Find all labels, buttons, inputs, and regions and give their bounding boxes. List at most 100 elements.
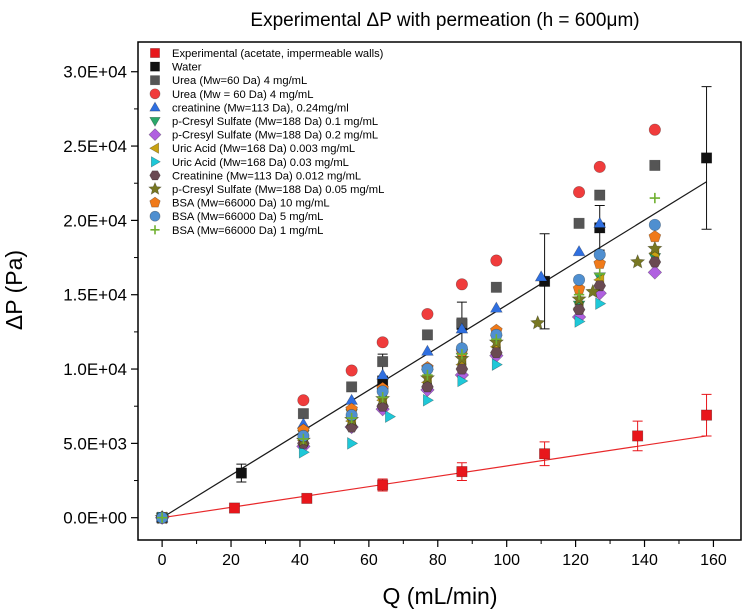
legend-entry: BSA (Mw=66000 Da) 5 mg/mL bbox=[149, 210, 323, 223]
legend-entry: BSA (Mw=66000 Da) 10 mg/mL bbox=[149, 196, 330, 210]
legend-marker bbox=[148, 128, 162, 142]
data-point bbox=[235, 467, 247, 479]
data-point bbox=[649, 159, 661, 171]
data-point bbox=[530, 314, 546, 330]
series bbox=[156, 192, 661, 523]
axes: 0 20 40 60 80 100 120 140 160 0.0E+00 5.0E+03 1.0E+… bbox=[63, 63, 727, 569]
y-axis-title: ΔP (Pa) bbox=[1, 250, 27, 330]
chart-title: Experimental ΔP with permeation (h = 600… bbox=[250, 10, 639, 31]
x-tick-label: 120 bbox=[562, 552, 589, 569]
data-point bbox=[573, 217, 585, 229]
x-tick-label: 160 bbox=[700, 552, 727, 569]
legend-marker bbox=[149, 196, 161, 208]
data-point bbox=[228, 502, 240, 514]
data-point bbox=[491, 334, 502, 345]
legend-label: BSA (Mw=66000 Da) 1 mg/mL bbox=[172, 225, 323, 237]
data-point bbox=[647, 240, 663, 256]
legend-entry: Experimental (acetate, impermeable walls… bbox=[150, 48, 384, 60]
data-point bbox=[345, 421, 358, 433]
plot-area bbox=[154, 86, 713, 525]
data-point bbox=[593, 280, 607, 292]
legend-entry: Urea (Mw = 60 Da) 4 mg/mL bbox=[149, 88, 313, 101]
legend-label: Water bbox=[172, 62, 202, 74]
data-point bbox=[594, 268, 605, 280]
data-point bbox=[345, 364, 358, 377]
legend-entry: Water bbox=[150, 61, 202, 74]
data-point bbox=[539, 448, 551, 460]
y-tick-label: 0.0E+00 bbox=[63, 509, 127, 528]
data-point bbox=[490, 254, 503, 267]
legend-marker bbox=[149, 170, 161, 181]
data-point bbox=[377, 479, 389, 491]
data-point bbox=[594, 189, 606, 201]
legend-label: BSA (Mw=66000 Da) 10 mg/mL bbox=[172, 198, 330, 210]
data-point bbox=[572, 245, 586, 257]
legend-label: Uric Acid (Mw=168 Da) 0.03 mg/mL bbox=[172, 157, 349, 169]
data-point bbox=[456, 466, 468, 478]
y-tick-label: 5.0E+03 bbox=[63, 434, 127, 453]
data-point bbox=[347, 437, 359, 450]
series bbox=[155, 216, 607, 523]
legend-marker bbox=[150, 48, 160, 58]
data-point bbox=[298, 433, 309, 445]
series bbox=[155, 230, 662, 524]
legend-label: p-Cresyl Sulfate (Mw=188 Da) 0.2 mg/mL bbox=[172, 130, 378, 142]
data-point bbox=[593, 256, 607, 269]
legend-marker bbox=[150, 61, 160, 72]
legend-marker bbox=[149, 88, 161, 100]
data-point bbox=[297, 394, 310, 407]
data-point bbox=[539, 275, 551, 287]
data-point bbox=[491, 358, 503, 371]
legend-marker bbox=[148, 181, 162, 195]
legend-label: Uric Acid (Mw=168 Da) 0.003 mg/mL bbox=[172, 143, 355, 155]
data-point bbox=[574, 315, 586, 328]
data-point bbox=[455, 363, 469, 375]
y-tick-label: 1.0E+04 bbox=[63, 360, 127, 379]
legend-entry: Uric Acid (Mw=168 Da) 0.003 mg/mL bbox=[149, 142, 355, 155]
legend-label: Urea (Mw=60 Da) 4 mg/mL bbox=[172, 75, 307, 87]
data-point bbox=[422, 393, 435, 407]
legend-marker bbox=[149, 142, 159, 154]
legend-entry: p-Cresyl Sulfate (Mw=188 Da) 0.05 mg/mL bbox=[148, 181, 384, 196]
x-tick-label: 20 bbox=[222, 552, 240, 569]
legend-marker bbox=[151, 156, 161, 168]
legend-label: Creatinine (Mw=113 Da) 0.012 mg/mL bbox=[172, 170, 361, 182]
data-point bbox=[385, 410, 397, 423]
data-point bbox=[649, 192, 661, 204]
legend-entry: p-Cresyl Sulfate (Mw=188 Da) 0.1 mg/mL bbox=[149, 116, 378, 128]
data-point bbox=[573, 186, 586, 199]
data-point bbox=[297, 408, 309, 420]
data-point bbox=[701, 409, 713, 421]
legend-entry: Uric Acid (Mw=168 Da) 0.03 mg/mL bbox=[151, 156, 349, 169]
y-tick-label: 2.0E+04 bbox=[63, 211, 127, 230]
y-tick-label: 3.0E+04 bbox=[63, 63, 127, 82]
series bbox=[157, 297, 607, 525]
data-point bbox=[632, 430, 644, 442]
data-point bbox=[301, 492, 313, 504]
data-point bbox=[573, 289, 585, 300]
data-point bbox=[377, 392, 388, 403]
x-tick-label: 60 bbox=[360, 552, 378, 569]
data-point bbox=[376, 368, 390, 380]
legend-entry: creatinine (Mw=113 Da), 0.24mg/ml bbox=[149, 101, 349, 114]
fit-line bbox=[161, 181, 707, 519]
data-point bbox=[629, 253, 646, 269]
data-point bbox=[572, 304, 586, 316]
legend-marker bbox=[149, 117, 161, 127]
data-point bbox=[421, 344, 434, 356]
legend-entry: Creatinine (Mw=113 Da) 0.012 mg/mL bbox=[149, 170, 361, 182]
data-point bbox=[490, 347, 503, 359]
data-point bbox=[298, 445, 310, 459]
x-tick-label: 0 bbox=[158, 552, 167, 569]
series bbox=[156, 218, 661, 524]
legend-marker bbox=[150, 75, 160, 86]
data-point bbox=[648, 123, 661, 136]
legend-marker bbox=[149, 210, 161, 222]
data-point bbox=[346, 381, 358, 393]
fit-line bbox=[162, 435, 707, 519]
data-point bbox=[585, 283, 601, 299]
data-point bbox=[593, 160, 606, 173]
legend-label: p-Cresyl Sulfate (Mw=188 Da) 0.05 mg/mL bbox=[172, 184, 384, 196]
x-tick-label: 140 bbox=[631, 552, 658, 569]
